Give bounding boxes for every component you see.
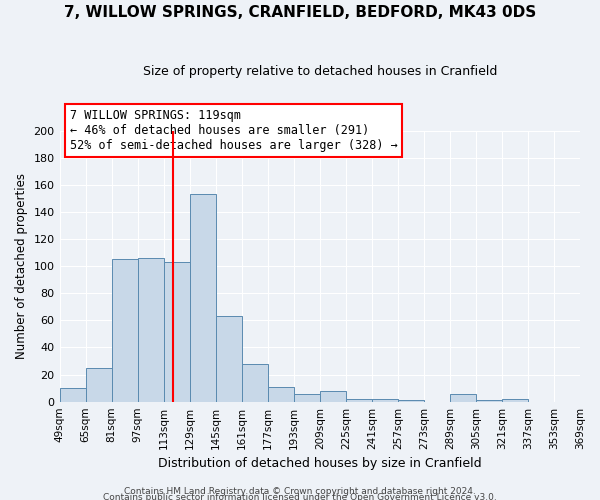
Title: Size of property relative to detached houses in Cranfield: Size of property relative to detached ho… — [143, 65, 497, 78]
Bar — [190, 194, 215, 402]
Bar — [450, 394, 476, 402]
Text: Contains public sector information licensed under the Open Government Licence v3: Contains public sector information licen… — [103, 492, 497, 500]
Bar — [268, 387, 294, 402]
Bar — [137, 258, 164, 402]
Bar — [476, 400, 502, 402]
Bar — [112, 260, 137, 402]
Bar — [294, 394, 320, 402]
Text: 7, WILLOW SPRINGS, CRANFIELD, BEDFORD, MK43 0DS: 7, WILLOW SPRINGS, CRANFIELD, BEDFORD, M… — [64, 5, 536, 20]
Bar — [372, 399, 398, 402]
Text: 7 WILLOW SPRINGS: 119sqm
← 46% of detached houses are smaller (291)
52% of semi-: 7 WILLOW SPRINGS: 119sqm ← 46% of detach… — [70, 109, 398, 152]
Bar — [346, 399, 372, 402]
Bar — [242, 364, 268, 402]
Bar — [59, 388, 86, 402]
Bar — [502, 399, 528, 402]
Bar — [320, 391, 346, 402]
Text: Contains HM Land Registry data © Crown copyright and database right 2024.: Contains HM Land Registry data © Crown c… — [124, 487, 476, 496]
Bar — [215, 316, 242, 402]
Y-axis label: Number of detached properties: Number of detached properties — [15, 173, 28, 359]
Bar — [164, 262, 190, 402]
X-axis label: Distribution of detached houses by size in Cranfield: Distribution of detached houses by size … — [158, 457, 482, 470]
Bar — [86, 368, 112, 402]
Bar — [398, 400, 424, 402]
